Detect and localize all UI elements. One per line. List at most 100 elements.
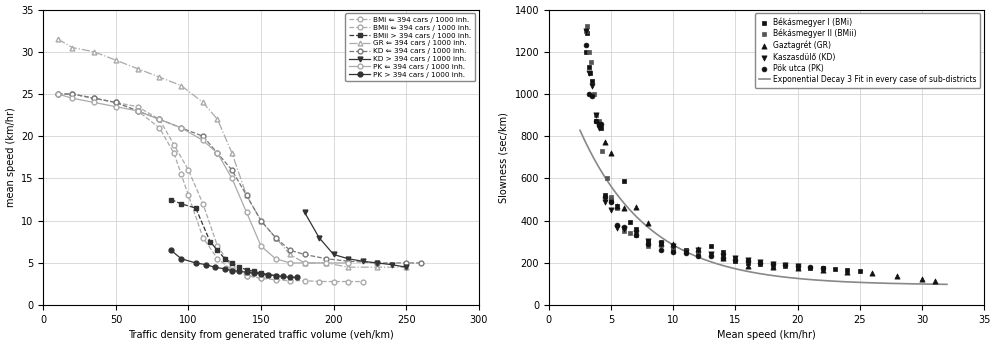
Exponential Decay 3 Fit in every case of sub-districts: [941, 282, 953, 286]
KD > 394 cars / 1000 inh.: [372, 261, 383, 265]
Line: GR ⇐ 394 cars / 1000 inh.: GR ⇐ 394 cars / 1000 inh.: [56, 37, 408, 270]
Békásmegyer I (BMi): [827, 266, 843, 272]
Békásmegyer II (BMii): [752, 260, 768, 266]
KD > 394 cars / 1000 inh.: [342, 257, 354, 261]
Kaszasdülő (KD): [690, 247, 706, 253]
GR ⇐ 394 cars / 1000 inh.: [175, 83, 187, 88]
Gaztagrét (GR): [914, 276, 930, 282]
PK ⇐ 394 cars / 1000 inh.: [131, 109, 143, 113]
PK > 394 cars / 1000 inh.: [277, 274, 289, 279]
Békásmegyer II (BMii): [622, 230, 637, 236]
PK ⇐ 394 cars / 1000 inh.: [197, 138, 209, 143]
Kaszasdülő (KD): [652, 241, 668, 247]
BMi ⇐ 394 cars / 1000 inh.: [240, 274, 252, 278]
BMi ⇐ 394 cars / 1000 inh.: [255, 276, 267, 280]
Gaztagrét (GR): [715, 255, 731, 261]
BMi ⇐ 394 cars / 1000 inh.: [226, 265, 238, 269]
Pök utca (PK): [702, 253, 718, 258]
BMii ⇐ 394 cars / 1000 inh.: [89, 96, 101, 100]
Pök utca (PK): [628, 233, 644, 238]
BMi ⇐ 394 cars / 1000 inh.: [270, 278, 282, 282]
Gaztagrét (GR): [740, 263, 756, 269]
KD ⇐ 394 cars / 1000 inh.: [89, 96, 101, 100]
BMi ⇐ 394 cars / 1000 inh.: [110, 100, 122, 104]
Békásmegyer II (BMii): [589, 112, 605, 118]
Pök utca (PK): [765, 261, 781, 267]
Békásmegyer I (BMi): [616, 178, 631, 183]
Pök utca (PK): [604, 199, 620, 204]
PK > 394 cars / 1000 inh.: [255, 272, 267, 276]
Békásmegyer I (BMi): [852, 268, 868, 274]
Kaszasdülő (KD): [752, 259, 768, 265]
Pök utca (PK): [665, 249, 681, 255]
BMi ⇐ 394 cars / 1000 inh.: [357, 280, 369, 284]
BMii ⇐ 394 cars / 1000 inh.: [67, 92, 79, 96]
PK > 394 cars / 1000 inh.: [219, 267, 231, 271]
Békásmegyer I (BMi): [790, 264, 806, 270]
Békásmegyer II (BMii): [595, 148, 611, 154]
BMii > 394 cars / 1000 inh.: [219, 257, 231, 261]
Exponential Decay 3 Fit in every case of sub-districts: [773, 274, 785, 279]
Kaszasdülő (KD): [665, 243, 681, 249]
Pök utca (PK): [610, 222, 625, 228]
Békásmegyer II (BMii): [591, 119, 607, 124]
Békásmegyer I (BMi): [652, 239, 668, 245]
BMii > 394 cars / 1000 inh.: [240, 267, 252, 272]
Békásmegyer I (BMi): [622, 219, 637, 225]
BMii ⇐ 394 cars / 1000 inh.: [168, 151, 180, 155]
Exponential Decay 3 Fit in every case of sub-districts: [793, 276, 805, 281]
BMi ⇐ 394 cars / 1000 inh.: [328, 280, 340, 284]
PK > 394 cars / 1000 inh.: [175, 257, 187, 261]
Gaztagrét (GR): [840, 270, 856, 275]
Békásmegyer I (BMi): [677, 247, 693, 253]
KD ⇐ 394 cars / 1000 inh.: [400, 261, 412, 265]
BMii > 394 cars / 1000 inh.: [204, 240, 216, 244]
KD ⇐ 394 cars / 1000 inh.: [342, 259, 354, 263]
Kaszasdülő (KD): [604, 207, 620, 213]
KD ⇐ 394 cars / 1000 inh.: [284, 248, 296, 252]
Exponential Decay 3 Fit in every case of sub-districts: [574, 128, 586, 133]
Gaztagrét (GR): [640, 220, 656, 226]
PK ⇐ 394 cars / 1000 inh.: [240, 210, 252, 214]
BMii ⇐ 394 cars / 1000 inh.: [182, 193, 194, 198]
Kaszasdülő (KD): [790, 263, 806, 269]
Békásmegyer I (BMi): [715, 249, 731, 255]
BMii ⇐ 394 cars / 1000 inh.: [197, 236, 209, 240]
Békásmegyer I (BMi): [628, 226, 644, 232]
Békásmegyer II (BMii): [702, 252, 718, 257]
PK > 394 cars / 1000 inh.: [284, 275, 296, 279]
Gaztagrét (GR): [628, 204, 644, 210]
Békásmegyer I (BMi): [802, 265, 818, 271]
BMii ⇐ 394 cars / 1000 inh.: [52, 92, 64, 96]
KD ⇐ 394 cars / 1000 inh.: [131, 109, 143, 113]
Békásmegyer II (BMii): [616, 228, 631, 234]
KD ⇐ 394 cars / 1000 inh.: [110, 100, 122, 104]
Pök utca (PK): [594, 121, 610, 126]
BMi ⇐ 394 cars / 1000 inh.: [89, 96, 101, 100]
Békásmegyer II (BMii): [640, 243, 656, 249]
PK ⇐ 394 cars / 1000 inh.: [321, 261, 333, 265]
Kaszasdülő (KD): [628, 230, 644, 236]
Y-axis label: mean speed (km/hr): mean speed (km/hr): [6, 108, 16, 207]
PK > 394 cars / 1000 inh.: [200, 263, 212, 267]
Gaztagrét (GR): [889, 273, 905, 279]
BMii > 394 cars / 1000 inh.: [175, 202, 187, 206]
Gaztagrét (GR): [690, 246, 706, 252]
X-axis label: Traffic density from generated traffic volume (veh/km): Traffic density from generated traffic v…: [128, 330, 393, 340]
Pök utca (PK): [715, 255, 731, 261]
Pök utca (PK): [579, 43, 595, 48]
GR ⇐ 394 cars / 1000 inh.: [284, 253, 296, 257]
BMii > 394 cars / 1000 inh.: [165, 198, 177, 202]
Exponential Decay 3 Fit in every case of sub-districts: [748, 271, 760, 275]
GR ⇐ 394 cars / 1000 inh.: [197, 100, 209, 104]
Békásmegyer II (BMii): [628, 233, 644, 238]
BMi ⇐ 394 cars / 1000 inh.: [313, 280, 325, 284]
GR ⇐ 394 cars / 1000 inh.: [226, 151, 238, 155]
Line: BMi ⇐ 394 cars / 1000 inh.: BMi ⇐ 394 cars / 1000 inh.: [56, 92, 365, 284]
Gaztagrét (GR): [616, 205, 631, 211]
KD ⇐ 394 cars / 1000 inh.: [211, 151, 223, 155]
Békásmegyer I (BMi): [765, 263, 781, 269]
GR ⇐ 394 cars / 1000 inh.: [131, 66, 143, 71]
GR ⇐ 394 cars / 1000 inh.: [255, 219, 267, 223]
PK ⇐ 394 cars / 1000 inh.: [299, 261, 311, 265]
